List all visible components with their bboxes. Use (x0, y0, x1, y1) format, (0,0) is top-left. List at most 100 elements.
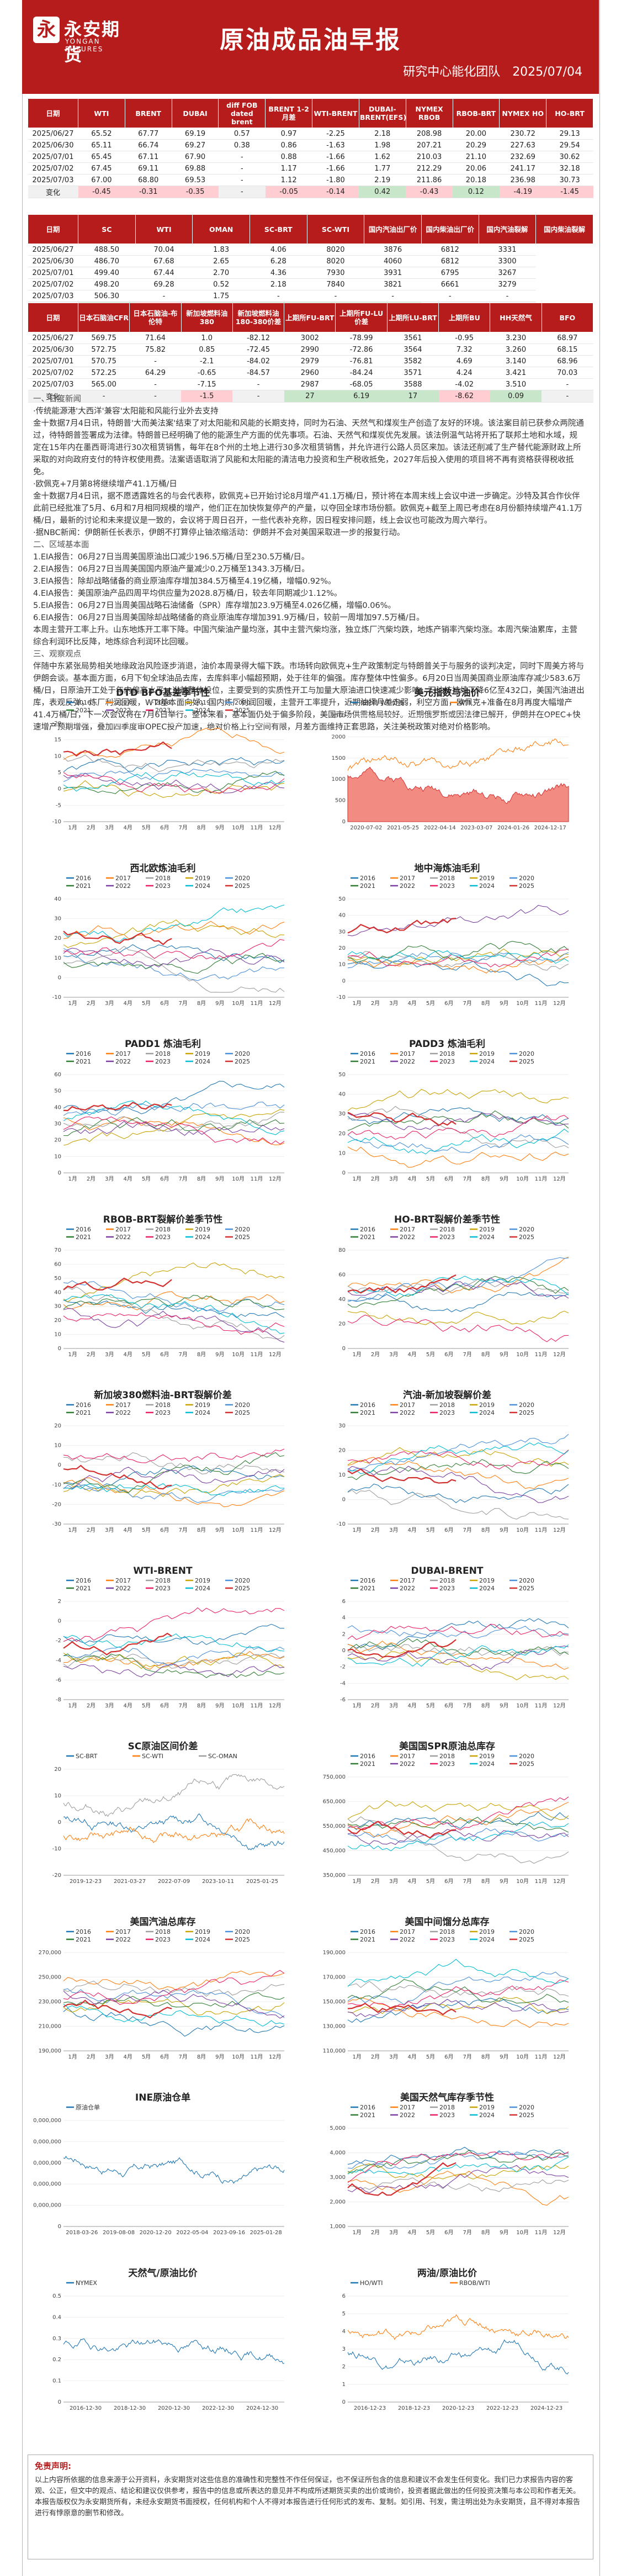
series-line (347, 1821, 457, 1839)
table-cell: 3931 (364, 267, 422, 279)
legend-label: 2018 (155, 875, 171, 882)
x-tick-label: 2025-01-28 (250, 2230, 282, 2236)
x-tick-label: 5月 (142, 1000, 151, 1007)
table-cell: 208.98 (406, 128, 453, 140)
legend-label: 2016 (76, 1577, 91, 1584)
legend-label: RBOB/WTI (459, 2279, 490, 2287)
series-line (347, 1489, 569, 1520)
series-line (63, 1632, 172, 1655)
x-tick-label: 2019-08-08 (103, 2230, 135, 2236)
legend-label: 2025 (235, 882, 250, 890)
table-row: 2025/07/03 67.00 68.80 69.53-1.12 -1.80 2.19 2… (28, 174, 593, 186)
series-line (63, 770, 285, 795)
fundamental-item-2: 2.EIA报告：06月27日当周美国国内原油产量减少0.2万桶至1343.3万桶… (33, 565, 310, 574)
chart-c11: WTI-BRENT 2016 2017 2018 2019 2020 2021 2022 202… (33, 1563, 293, 1717)
series-line (63, 1312, 285, 1335)
series-line (347, 956, 569, 974)
y-tick-label: 20 (54, 721, 61, 727)
series-line (63, 1607, 285, 1642)
series-line (347, 1292, 569, 1313)
series-line (63, 1291, 285, 1310)
x-tick-label: 8月 (197, 1176, 206, 1182)
table-row: 2025/07/02 498.20 69.28 0.52 2.18 7840 3821 666… (28, 278, 593, 290)
legend-label: 2021 (360, 1409, 375, 1416)
x-tick-label: 8月 (197, 1000, 206, 1007)
legend-label: 2020 (519, 1928, 534, 1935)
y-tick-label: 270,000 (39, 1950, 61, 1956)
y-tick-label: 20 (54, 1423, 61, 1429)
table-cell: 241.17 (499, 162, 546, 174)
table-cell: - (364, 290, 422, 302)
table-row: 2025/06/27 569.75 71.64 1.0 -82.12 3002 -78.99… (28, 332, 593, 344)
series-line (347, 1625, 569, 1638)
legend-label: 2019 (479, 1753, 495, 1760)
y-tick-label: -8 (56, 1697, 61, 1703)
legend-label: 2021 (360, 1234, 375, 1241)
x-tick-label: 1月 (352, 2229, 361, 2236)
row-date: 2025/06/30 (28, 343, 78, 356)
y-tick-label: -2 (340, 1664, 346, 1670)
x-tick-label: 1月 (68, 1702, 77, 1709)
legend-label: 2023 (439, 1234, 455, 1241)
fundamental-item-4: 4.EIA报告：美国原油产品四周平均供应量为2028.8万桶/日，较去年同期减少… (33, 589, 342, 598)
table-cell: 569.75 (78, 332, 130, 344)
y-tick-label: 0 (342, 978, 346, 984)
table-cell: 3.260 (490, 343, 542, 356)
series-line (347, 940, 569, 962)
series-line (347, 1644, 569, 1667)
table-cell: 3.140 (490, 355, 542, 367)
legend-label: 2017 (115, 699, 131, 706)
x-tick-label: 6月 (444, 1000, 453, 1007)
series-line (63, 1970, 285, 1991)
x-tick-label: 4月 (123, 1000, 132, 1007)
change-cell: 27 (284, 390, 336, 403)
table-cell: - (135, 290, 193, 302)
legend-label: 2020 (235, 699, 250, 706)
table-cell: 0.52 (192, 278, 250, 290)
table-row: 2025/06/27 65.52 67.77 69.19 0.57 0.97 -2.25 2.… (28, 128, 593, 140)
y-tick-label: 190,000 (39, 2048, 61, 2054)
series-line (63, 1452, 285, 1493)
table-cell: -78.99 (335, 332, 388, 344)
column-header: 新加坡燃料油180-380价差 (232, 303, 285, 332)
x-tick-label: 11月 (251, 1176, 263, 1182)
x-tick-label: 7月 (178, 2054, 187, 2060)
series-line (347, 1256, 569, 1294)
table-cell: 30.73 (546, 174, 593, 186)
y-tick-label: 10 (54, 1793, 61, 1799)
x-tick-label: 2020-12-23 (442, 2405, 474, 2411)
x-tick-label: 6月 (160, 1527, 169, 1533)
table-cell: 2960 (284, 367, 336, 379)
legend-label: 2022 (115, 1936, 131, 1943)
legend-label: 2023 (439, 1585, 455, 1592)
x-tick-label: 2020-12-30 (158, 2405, 190, 2411)
series-line (63, 1466, 285, 1489)
x-tick-label: 2月 (371, 1527, 380, 1533)
x-tick-label: 2月 (87, 1527, 95, 1533)
legend-label: 2025 (235, 1058, 250, 1065)
x-tick-label: 5月 (426, 1527, 435, 1533)
change-cell: -0.35 (172, 186, 219, 198)
section-title-news: 一、日度新闻 (33, 395, 81, 404)
column-header: DUBAI-BRENT(EFS) (358, 98, 406, 128)
y-tick-label: 20 (54, 1766, 61, 1773)
table-cell: 2.19 (359, 174, 406, 186)
table-cell: 7840 (307, 278, 364, 290)
x-tick-label: 9月 (215, 1351, 224, 1358)
legend-label: 2024 (195, 1058, 210, 1065)
x-tick-label: 5月 (426, 2229, 435, 2236)
legend-label: 2020 (235, 1401, 250, 1409)
table-cell: 30.62 (546, 151, 593, 163)
series-line (347, 1979, 569, 2008)
series-line (63, 771, 285, 792)
y-tick-label: 50 (54, 1276, 61, 1282)
x-tick-label: 12月 (269, 1351, 282, 1358)
series-line (347, 2171, 569, 2206)
legend-label: 2018 (439, 1401, 455, 1409)
y-tick-label: 20 (54, 935, 61, 941)
legend-label: 2021 (76, 707, 91, 714)
table-cell: 2990 (284, 343, 336, 356)
x-tick-label: 10月 (232, 1702, 245, 1709)
series-line (347, 950, 569, 964)
